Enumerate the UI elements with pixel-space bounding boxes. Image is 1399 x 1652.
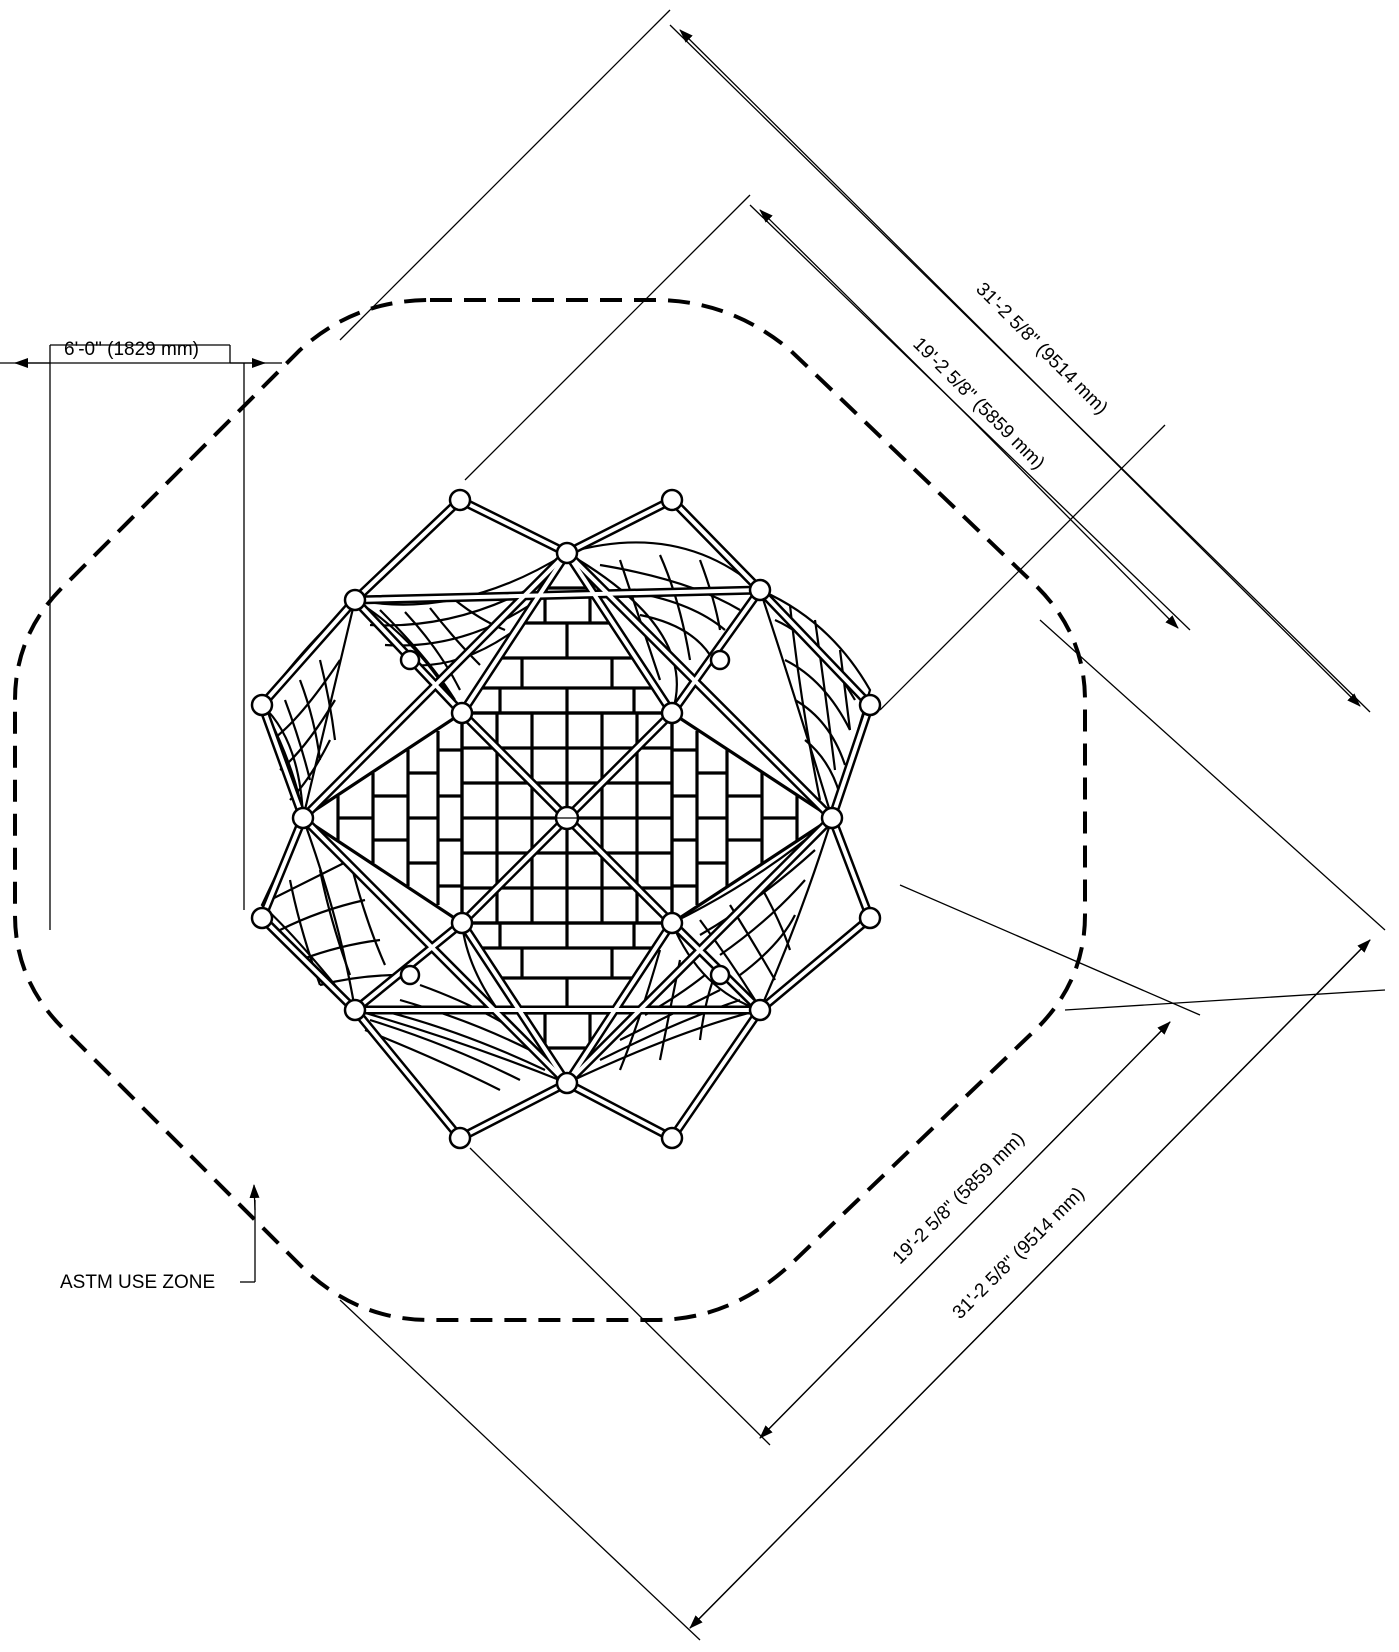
right-triangle-net	[670, 710, 835, 926]
outer-dimension-bottom-label: 31'-2 5/8" (9514 mm)	[949, 1183, 1089, 1323]
inner-dimension-top-label: 19'-2 5/8" (5859 mm)	[908, 334, 1048, 474]
inner-dimension-bottom: 19'-2 5/8" (5859 mm)	[469, 884, 1201, 1446]
outer-dimension-bottom: 31'-2 5/8" (9514 mm)	[339, 939, 1386, 1641]
width-dimension: 6'-0" (1829 mm)	[0, 339, 282, 930]
climbing-structure	[250, 488, 882, 1150]
inner-dimension-bottom-label: 19'-2 5/8" (5859 mm)	[889, 1128, 1029, 1268]
width-dimension-label: 6'-0" (1829 mm)	[64, 339, 199, 360]
use-zone-label: ASTM USE ZONE	[60, 1272, 215, 1293]
connector-nodes	[250, 488, 882, 1150]
use-zone-callout: ASTM USE ZONE	[60, 1184, 260, 1293]
left-triangle-net	[300, 710, 464, 926]
outer-dimension-top-label: 31'-2 5/8" (9514 mm)	[971, 279, 1111, 419]
inner-dimension-top: 19'-2 5/8" (5859 mm)	[464, 194, 1191, 711]
astm-use-zone-boundary	[13, 298, 1087, 1322]
